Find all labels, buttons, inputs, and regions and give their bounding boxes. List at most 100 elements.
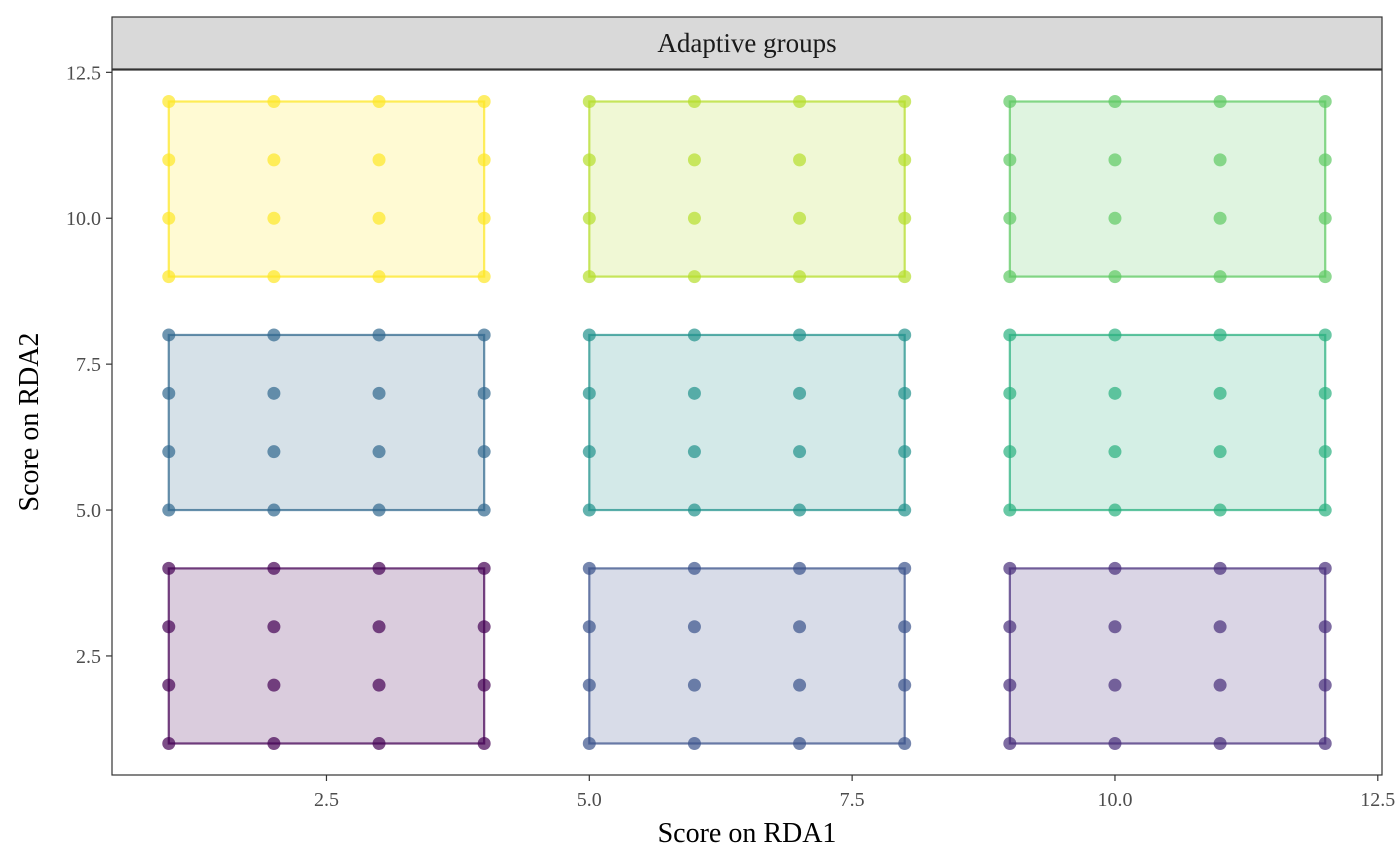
data-point	[477, 561, 491, 575]
x-tick-label: 10.0	[1097, 789, 1132, 811]
data-point	[267, 678, 281, 692]
data-point	[1213, 270, 1227, 284]
data-point	[1318, 620, 1332, 634]
group-rectangles	[167, 100, 1327, 745]
data-points	[162, 95, 1332, 750]
data-point	[1108, 620, 1122, 634]
data-point	[267, 328, 281, 342]
data-point	[1318, 153, 1332, 167]
data-point	[898, 153, 912, 167]
data-point	[477, 328, 491, 342]
y-tick-label: 2.5	[76, 646, 101, 668]
facet-label: Adaptive groups	[657, 28, 836, 58]
data-point	[162, 386, 176, 400]
data-point	[477, 386, 491, 400]
data-point	[477, 503, 491, 517]
x-tick-label: 5.0	[577, 789, 602, 811]
data-point	[582, 95, 596, 109]
data-point	[1003, 211, 1017, 225]
data-point	[162, 561, 176, 575]
data-point	[372, 503, 386, 517]
data-point	[1003, 445, 1017, 459]
data-point	[582, 211, 596, 225]
data-point	[793, 211, 807, 225]
data-point	[267, 736, 281, 750]
data-point	[1213, 503, 1227, 517]
data-point	[687, 328, 701, 342]
data-point	[1213, 95, 1227, 109]
data-point	[687, 620, 701, 634]
data-point	[1213, 328, 1227, 342]
data-point	[793, 95, 807, 109]
plot-panel	[111, 69, 1383, 776]
data-point	[1318, 678, 1332, 692]
data-point	[477, 678, 491, 692]
y-axis: 2.5 5.0 7.5 10.0 12.5	[66, 62, 112, 668]
data-point	[898, 270, 912, 284]
data-point	[267, 211, 281, 225]
x-tick-label: 2.5	[314, 789, 339, 811]
data-point	[477, 270, 491, 284]
data-point	[1108, 386, 1122, 400]
data-point	[477, 445, 491, 459]
data-point	[162, 328, 176, 342]
data-point	[372, 270, 386, 284]
data-point	[267, 153, 281, 167]
data-point	[477, 153, 491, 167]
data-point	[687, 153, 701, 167]
data-point	[1213, 620, 1227, 634]
data-point	[582, 328, 596, 342]
data-point	[1108, 153, 1122, 167]
data-point	[372, 95, 386, 109]
data-point	[582, 386, 596, 400]
data-point	[582, 153, 596, 167]
data-point	[793, 503, 807, 517]
data-point	[267, 620, 281, 634]
data-point	[1108, 211, 1122, 225]
data-point	[372, 211, 386, 225]
x-tick-label: 7.5	[840, 789, 865, 811]
data-point	[1003, 678, 1017, 692]
data-point	[1108, 445, 1122, 459]
data-point	[687, 561, 701, 575]
data-point	[898, 620, 912, 634]
data-point	[1213, 153, 1227, 167]
data-point	[1003, 95, 1017, 109]
group-rectangle-4	[167, 333, 486, 512]
data-point	[1003, 736, 1017, 750]
data-point	[898, 328, 912, 342]
data-point	[372, 328, 386, 342]
group-rectangle-7	[167, 100, 486, 278]
data-point	[1003, 561, 1017, 575]
data-point	[898, 445, 912, 459]
data-point	[372, 445, 386, 459]
data-point	[582, 561, 596, 575]
facet-strip-background	[111, 16, 1383, 70]
data-point	[1318, 211, 1332, 225]
data-point	[793, 386, 807, 400]
data-point	[1213, 445, 1227, 459]
data-point	[582, 736, 596, 750]
data-point	[1003, 270, 1017, 284]
data-point	[582, 445, 596, 459]
group-rectangle-2	[588, 567, 906, 745]
x-axis: 2.5 5.0 7.5 10.0 12.5	[314, 775, 1395, 811]
data-point	[687, 386, 701, 400]
data-point	[372, 386, 386, 400]
data-point	[1318, 270, 1332, 284]
data-point	[898, 561, 912, 575]
data-point	[162, 503, 176, 517]
data-point	[687, 95, 701, 109]
data-point	[477, 620, 491, 634]
group-rectangle-8	[588, 100, 906, 278]
data-point	[793, 561, 807, 575]
data-point	[1213, 736, 1227, 750]
data-point	[1318, 503, 1332, 517]
data-point	[1003, 328, 1017, 342]
data-point	[1108, 503, 1122, 517]
data-point	[162, 678, 176, 692]
data-point	[267, 386, 281, 400]
x-axis-title: Score on RDA1	[658, 818, 837, 849]
data-point	[1003, 153, 1017, 167]
group-rectangle-6	[1008, 333, 1327, 512]
